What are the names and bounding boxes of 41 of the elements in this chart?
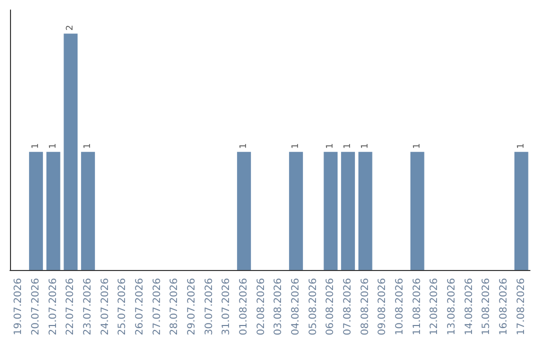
data-label: 1 bbox=[291, 143, 301, 149]
x-tick-label: 08.08.2026 bbox=[360, 278, 371, 336]
x-tick-label: 19.07.2026 bbox=[13, 278, 24, 336]
x-tick-label: 20.07.2026 bbox=[30, 278, 42, 336]
x-tick-label: 30.07.2026 bbox=[204, 278, 215, 336]
x-tick-label: 06.08.2026 bbox=[325, 278, 336, 336]
x-tick-label: 22.07.2026 bbox=[65, 278, 76, 336]
data-label: 1 bbox=[48, 143, 58, 149]
x-tick-label: 28.07.2026 bbox=[169, 278, 180, 336]
x-tick-label: 16.08.2026 bbox=[498, 278, 510, 336]
data-label: 1 bbox=[343, 143, 353, 149]
x-tick-label: 21.07.2026 bbox=[48, 278, 59, 336]
x-tick-label: 23.07.2026 bbox=[82, 278, 94, 336]
x-tick-label: 02.08.2026 bbox=[256, 278, 267, 336]
x-tick-label: 12.08.2026 bbox=[429, 278, 440, 336]
x-tick-label: 15.08.2026 bbox=[481, 278, 492, 336]
data-label: 1 bbox=[31, 143, 41, 149]
x-tick-label: 10.08.2026 bbox=[394, 278, 406, 336]
x-tick-label: 26.07.2026 bbox=[134, 278, 146, 336]
x-tick-label: 25.07.2026 bbox=[117, 278, 128, 336]
x-tick-label: 04.08.2026 bbox=[290, 278, 302, 336]
x-tick-label: 05.08.2026 bbox=[308, 278, 319, 336]
x-tick-label: 03.08.2026 bbox=[273, 278, 284, 336]
x-tick-label: 24.07.2026 bbox=[100, 278, 111, 336]
data-label: 1 bbox=[239, 143, 249, 149]
x-tick-label: 01.08.2026 bbox=[238, 278, 250, 336]
x-tick-label: 27.07.2026 bbox=[152, 278, 163, 336]
x-tick-label: 14.08.2026 bbox=[464, 278, 475, 336]
data-label: 1 bbox=[83, 143, 93, 149]
x-tick-label: 07.08.2026 bbox=[342, 278, 354, 336]
x-tick-label: 29.07.2026 bbox=[186, 278, 198, 336]
x-tick-label: 13.08.2026 bbox=[446, 278, 458, 336]
x-tick-label: 11.08.2026 bbox=[412, 278, 423, 336]
x-tick-label: 09.08.2026 bbox=[377, 278, 388, 336]
data-label: 1 bbox=[412, 143, 422, 149]
data-label: 1 bbox=[516, 143, 526, 149]
x-tick-label: 31.07.2026 bbox=[221, 278, 232, 336]
x-tick-label: 17.08.2026 bbox=[516, 278, 527, 336]
data-label: 2 bbox=[66, 24, 76, 31]
data-label: 1 bbox=[326, 143, 336, 149]
data-label: 1 bbox=[360, 143, 370, 149]
